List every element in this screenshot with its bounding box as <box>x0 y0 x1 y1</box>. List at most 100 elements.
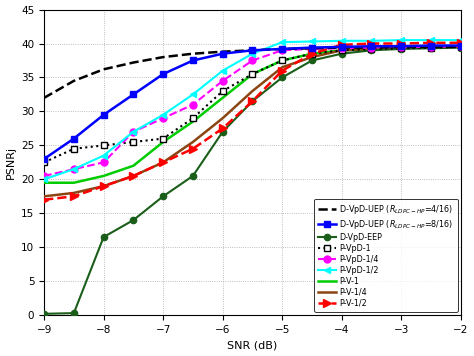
P-VpD-1 <box>101 143 107 147</box>
P-V-1/2 <box>309 52 315 56</box>
D-VpD-UEP ($R_{LDPC-HP}$=4/16) <box>190 52 196 56</box>
P-V-1 <box>428 45 434 49</box>
Line: P-V-1/2: P-V-1/2 <box>40 39 465 204</box>
P-VpD-1/2 <box>398 38 404 42</box>
D-VpD-EEP <box>160 194 166 198</box>
P-V-1 <box>101 174 107 178</box>
P-V-1/4 <box>458 44 464 48</box>
D-VpD-UEP ($R_{LDPC-HP}$=4/16) <box>250 48 255 52</box>
D-VpD-UEP ($R_{LDPC-HP}$=8/16) <box>71 136 77 141</box>
P-VpD-1/4 <box>160 116 166 120</box>
D-VpD-UEP ($R_{LDPC-HP}$=8/16) <box>190 58 196 63</box>
P-V-1/2 <box>369 41 374 46</box>
P-V-1/2 <box>398 41 404 46</box>
P-VpD-1 <box>71 147 77 151</box>
D-VpD-EEP <box>339 52 345 56</box>
P-VpD-1/2 <box>130 130 136 134</box>
D-VpD-EEP <box>41 312 47 316</box>
P-V-1/4 <box>101 184 107 188</box>
D-VpD-UEP ($R_{LDPC-HP}$=4/16) <box>398 45 404 49</box>
D-VpD-EEP <box>309 58 315 63</box>
P-V-1 <box>220 96 226 100</box>
P-VpD-1/4 <box>428 45 434 49</box>
D-VpD-UEP ($R_{LDPC-HP}$=4/16) <box>71 79 77 83</box>
D-VpD-EEP <box>428 46 434 51</box>
P-V-1/2 <box>160 160 166 164</box>
P-VpD-1/2 <box>41 177 47 182</box>
P-VpD-1/2 <box>250 52 255 56</box>
P-V-1 <box>369 47 374 51</box>
P-VpD-1 <box>309 52 315 56</box>
Legend: D-VpD-UEP ($R_{LDPC-HP}$=4/16), D-VpD-UEP ($R_{LDPC-HP}$=8/16), D-VpD-EEP, P-VpD: D-VpD-UEP ($R_{LDPC-HP}$=4/16), D-VpD-UE… <box>314 199 457 312</box>
P-V-1 <box>41 180 47 185</box>
D-VpD-UEP ($R_{LDPC-HP}$=8/16) <box>398 44 404 48</box>
P-VpD-1 <box>250 72 255 76</box>
D-VpD-UEP ($R_{LDPC-HP}$=8/16) <box>369 44 374 48</box>
D-VpD-EEP <box>71 311 77 315</box>
P-V-1/4 <box>309 55 315 59</box>
P-VpD-1 <box>369 47 374 51</box>
P-V-1/4 <box>130 174 136 178</box>
P-V-1/2 <box>458 41 464 45</box>
Y-axis label: PSNRj: PSNRj <box>6 146 16 179</box>
P-V-1/2 <box>339 43 345 47</box>
D-VpD-UEP ($R_{LDPC-HP}$=8/16) <box>160 72 166 76</box>
P-VpD-1/2 <box>369 39 374 43</box>
D-VpD-EEP <box>220 130 226 134</box>
D-VpD-UEP ($R_{LDPC-HP}$=8/16) <box>130 92 136 96</box>
P-VpD-1/4 <box>369 46 374 50</box>
P-V-1 <box>190 120 196 124</box>
P-VpD-1 <box>160 136 166 141</box>
P-VpD-1/4 <box>279 48 285 52</box>
P-V-1/2 <box>279 69 285 73</box>
P-VpD-1/2 <box>220 69 226 73</box>
Line: P-V-1: P-V-1 <box>44 46 461 183</box>
P-V-1 <box>160 140 166 144</box>
P-VpD-1/4 <box>250 58 255 63</box>
P-V-1/4 <box>250 89 255 93</box>
P-VpD-1 <box>458 45 464 49</box>
P-V-1/4 <box>398 46 404 50</box>
P-VpD-1/2 <box>309 40 315 44</box>
P-VpD-1/2 <box>458 38 464 42</box>
D-VpD-UEP ($R_{LDPC-HP}$=8/16) <box>339 45 345 49</box>
D-VpD-UEP ($R_{LDPC-HP}$=8/16) <box>41 157 47 161</box>
D-VpD-UEP ($R_{LDPC-HP}$=8/16) <box>309 46 315 50</box>
P-V-1 <box>71 180 77 185</box>
P-V-1 <box>458 44 464 48</box>
P-V-1/4 <box>339 48 345 52</box>
P-V-1 <box>309 52 315 56</box>
X-axis label: SNR (dB): SNR (dB) <box>228 340 278 350</box>
P-VpD-1/4 <box>458 44 464 48</box>
P-V-1 <box>279 58 285 63</box>
P-V-1/2 <box>71 194 77 198</box>
P-VpD-1 <box>41 160 47 164</box>
P-V-1/4 <box>41 194 47 198</box>
Line: P-VpD-1: P-VpD-1 <box>41 44 464 165</box>
P-VpD-1/2 <box>160 113 166 117</box>
P-V-1/4 <box>220 116 226 120</box>
P-VpD-1/4 <box>130 130 136 134</box>
D-VpD-UEP ($R_{LDPC-HP}$=4/16) <box>220 49 226 54</box>
D-VpD-EEP <box>398 47 404 51</box>
P-VpD-1 <box>190 116 196 120</box>
P-V-1/4 <box>160 160 166 164</box>
P-V-1/2 <box>101 184 107 188</box>
Line: P-VpD-1/2: P-VpD-1/2 <box>41 37 464 183</box>
P-VpD-1/4 <box>71 167 77 171</box>
Line: D-VpD-EEP: D-VpD-EEP <box>41 44 464 317</box>
D-VpD-EEP <box>279 75 285 80</box>
D-VpD-UEP ($R_{LDPC-HP}$=4/16) <box>339 46 345 50</box>
P-VpD-1/4 <box>41 174 47 178</box>
D-VpD-UEP ($R_{LDPC-HP}$=4/16) <box>428 45 434 49</box>
P-V-1/2 <box>220 126 226 131</box>
P-VpD-1/2 <box>279 40 285 44</box>
P-V-1/4 <box>369 47 374 51</box>
Line: P-VpD-1/4: P-VpD-1/4 <box>41 43 464 179</box>
P-VpD-1/4 <box>339 46 345 51</box>
D-VpD-UEP ($R_{LDPC-HP}$=4/16) <box>279 47 285 51</box>
P-VpD-1/4 <box>398 45 404 49</box>
D-VpD-EEP <box>130 218 136 222</box>
P-VpD-1 <box>339 48 345 52</box>
P-V-1 <box>398 46 404 50</box>
